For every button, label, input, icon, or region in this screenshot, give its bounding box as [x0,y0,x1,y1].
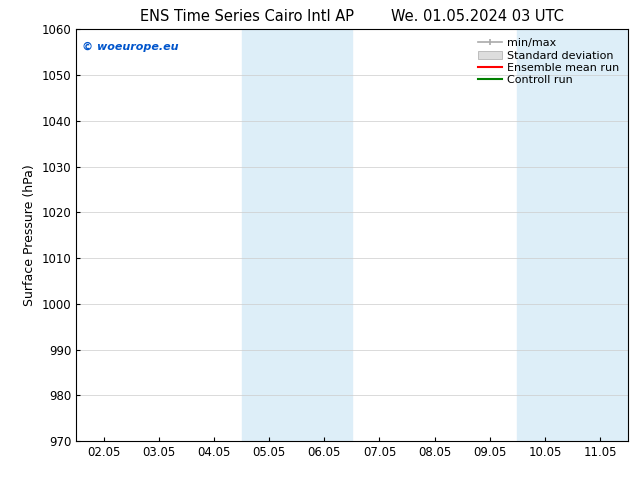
Bar [297,29,352,441]
Legend: min/max, Standard deviation, Ensemble mean run, Controll run: min/max, Standard deviation, Ensemble me… [474,35,622,88]
Title: ENS Time Series Cairo Intl AP        We. 01.05.2024 03 UTC: ENS Time Series Cairo Intl AP We. 01.05.… [140,9,564,24]
Bar [573,29,628,441]
Y-axis label: Surface Pressure (hPa): Surface Pressure (hPa) [23,164,36,306]
Text: © woeurope.eu: © woeurope.eu [82,42,178,52]
Bar [242,29,297,441]
Bar [517,29,573,441]
